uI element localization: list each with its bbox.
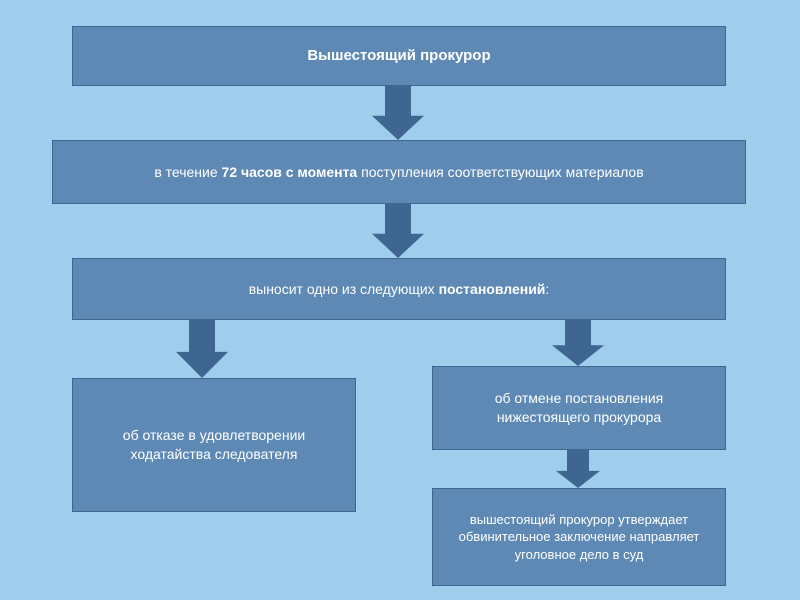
flowchart-node-n5: об отмене постановления нижестоящего про… — [432, 366, 726, 450]
flowchart-node-n4: об отказе в удовлетворении ходатайства с… — [72, 378, 356, 512]
arrow-a5 — [556, 450, 600, 488]
flowchart-canvas: Вышестоящий прокурор в течение 72 часов с… — [0, 0, 800, 600]
node-text: в течение 72 часов с момента поступления… — [154, 163, 643, 182]
arrow-a2 — [372, 204, 424, 258]
flowchart-node-n3: выносит одно из следующих постановлений: — [72, 258, 726, 320]
flowchart-node-n2: в течение 72 часов с момента поступления… — [52, 140, 746, 204]
flowchart-node-n6: вышестоящий прокурор утверждает обвините… — [432, 488, 726, 586]
node-text: выносит одно из следующих постановлений: — [249, 280, 550, 299]
flowchart-node-n1: Вышестоящий прокурор — [72, 26, 726, 86]
node-text: Вышестоящий прокурор — [307, 46, 490, 66]
node-text: вышестоящий прокурор утверждает обвините… — [447, 511, 711, 564]
node-text: об отмене постановления нижестоящего про… — [447, 389, 711, 427]
arrow-a1 — [372, 86, 424, 140]
arrow-a3 — [176, 320, 228, 378]
arrow-a4 — [552, 320, 604, 366]
node-text: об отказе в удовлетворении ходатайства с… — [87, 426, 341, 464]
